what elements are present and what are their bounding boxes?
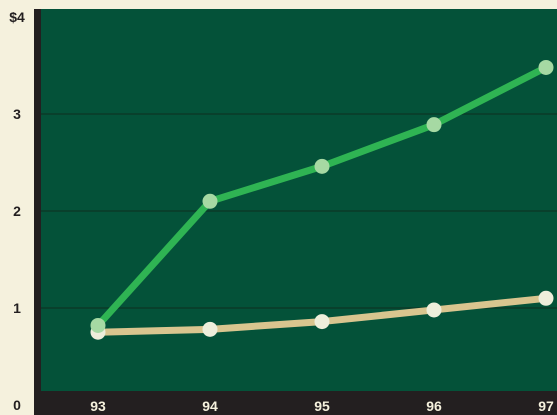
series-2-point: [538, 290, 554, 306]
plot-area: [41, 9, 557, 391]
series-1-point: [426, 117, 442, 133]
series-2-point: [314, 314, 330, 330]
y-tick-label: 1: [13, 300, 21, 316]
series-1-point: [538, 59, 554, 75]
x-tick-label: 96: [426, 398, 442, 414]
series-2-point: [202, 321, 218, 337]
series-1-point: [202, 193, 218, 209]
y-tick-label: 3: [13, 106, 21, 122]
series-1-point: [314, 158, 330, 174]
x-axis-ticks: 93 94 95 96 97: [90, 398, 554, 414]
y-tick-label: 2: [13, 203, 21, 219]
series-2-point: [426, 302, 442, 318]
y-tick-label: 0: [13, 397, 21, 413]
series-group: [90, 59, 554, 340]
x-tick-label: 93: [90, 398, 106, 414]
x-tick-label: 95: [314, 398, 330, 414]
y-axis-ticks: $4 3 2 1 0: [9, 9, 25, 413]
x-tick-label: 97: [538, 398, 554, 414]
x-tick-label: 94: [202, 398, 218, 414]
y-tick-label: $4: [9, 9, 25, 25]
series-1-point: [90, 317, 106, 333]
